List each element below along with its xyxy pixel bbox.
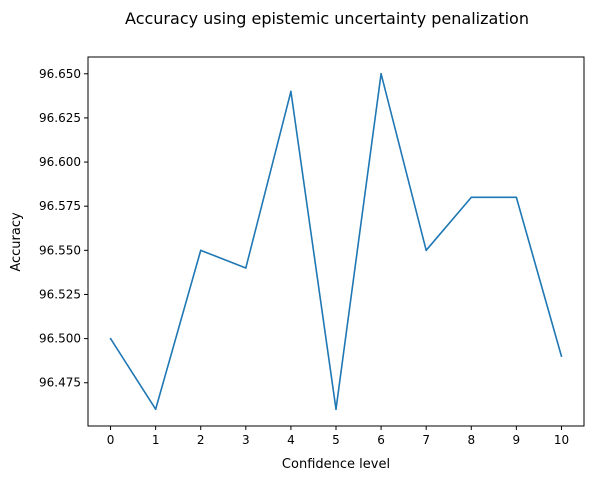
y-axis: 96.475 96.500 96.525 96.550 96.575 96.600 96.6… — [39, 67, 88, 390]
x-axis: 0 1 2 3 4 5 6 7 8 9 10 — [107, 426, 569, 447]
x-tick-label: 3 — [242, 433, 250, 447]
data-points — [109, 72, 563, 411]
x-tick-label: 7 — [422, 433, 430, 447]
y-tick-label: 96.575 — [39, 199, 81, 213]
data-point-0 — [109, 337, 112, 340]
data-point-3 — [245, 267, 247, 269]
x-tick-label: 9 — [513, 433, 521, 447]
x-tick-label: 5 — [332, 433, 340, 447]
y-tick-label: 96.600 — [39, 155, 81, 169]
x-tick-label: 8 — [467, 433, 475, 447]
data-point-8 — [470, 196, 473, 199]
x-tick-label: 10 — [554, 433, 569, 447]
data-point-2 — [199, 249, 202, 252]
chart-title: Accuracy using epistemic uncertainty pen… — [125, 9, 529, 28]
data-point-7 — [425, 249, 427, 252]
y-tick-label: 96.525 — [39, 287, 81, 301]
x-tick-label: 6 — [377, 433, 385, 447]
y-axis-label: Accuracy — [9, 212, 24, 272]
data-point-5 — [335, 408, 337, 411]
x-tick-label: 2 — [197, 433, 205, 447]
y-tick-label: 96.500 — [39, 332, 81, 346]
x-axis-label: Confidence level — [282, 457, 390, 472]
data-point-4 — [290, 90, 292, 93]
data-point-6 — [380, 72, 382, 75]
data-point-9 — [515, 196, 518, 199]
series-line — [109, 72, 563, 411]
data-point-10 — [560, 355, 563, 358]
y-tick-label: 96.625 — [39, 111, 81, 125]
x-tick-label: 1 — [152, 433, 160, 447]
x-tick-label: 0 — [107, 433, 115, 447]
y-tick-label: 96.650 — [39, 67, 81, 81]
y-tick-label: 96.475 — [39, 376, 81, 390]
x-tick-label: 4 — [287, 433, 295, 447]
data-point-1 — [154, 408, 157, 411]
y-tick-label: 96.550 — [39, 243, 81, 257]
plot-frame — [87, 56, 585, 427]
